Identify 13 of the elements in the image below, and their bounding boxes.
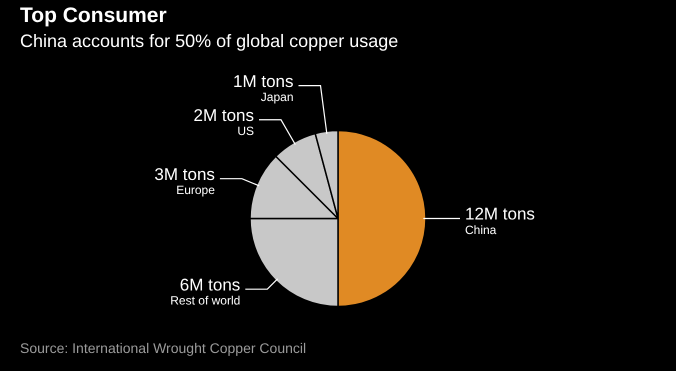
data-label: 6M tons [180, 275, 240, 294]
data-label: 3M tons [154, 164, 215, 184]
slice-label: Europe [176, 183, 216, 198]
slice-label: China [465, 222, 497, 237]
data-label: 1M tons [233, 72, 294, 91]
slice-label: Rest of world [170, 294, 240, 308]
chart-subtitle: China accounts for 50% of global copper usage [20, 31, 398, 52]
chart-title: Top Consumer [20, 4, 167, 28]
data-label: 12M tons [465, 204, 535, 224]
source-note: Source: International Wrought Copper Council [20, 340, 306, 356]
data-label: 2M tons [194, 106, 254, 125]
slice-label: Japan [260, 90, 294, 104]
slice-label: US [237, 124, 254, 138]
